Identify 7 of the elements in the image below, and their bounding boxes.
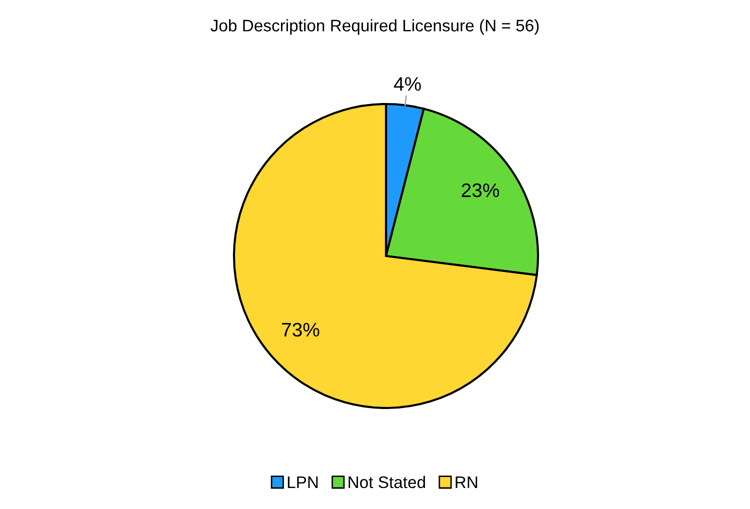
legend-label: LPN xyxy=(288,476,318,488)
data-label: 4% xyxy=(394,77,421,91)
legend-label: Not Stated xyxy=(348,476,425,488)
legend-label: RN xyxy=(456,476,478,488)
chart-title: Job Description Required Licensure (N = 56) xyxy=(210,19,539,35)
data-label: 23% xyxy=(462,183,500,198)
data-label: 73% xyxy=(282,322,320,337)
